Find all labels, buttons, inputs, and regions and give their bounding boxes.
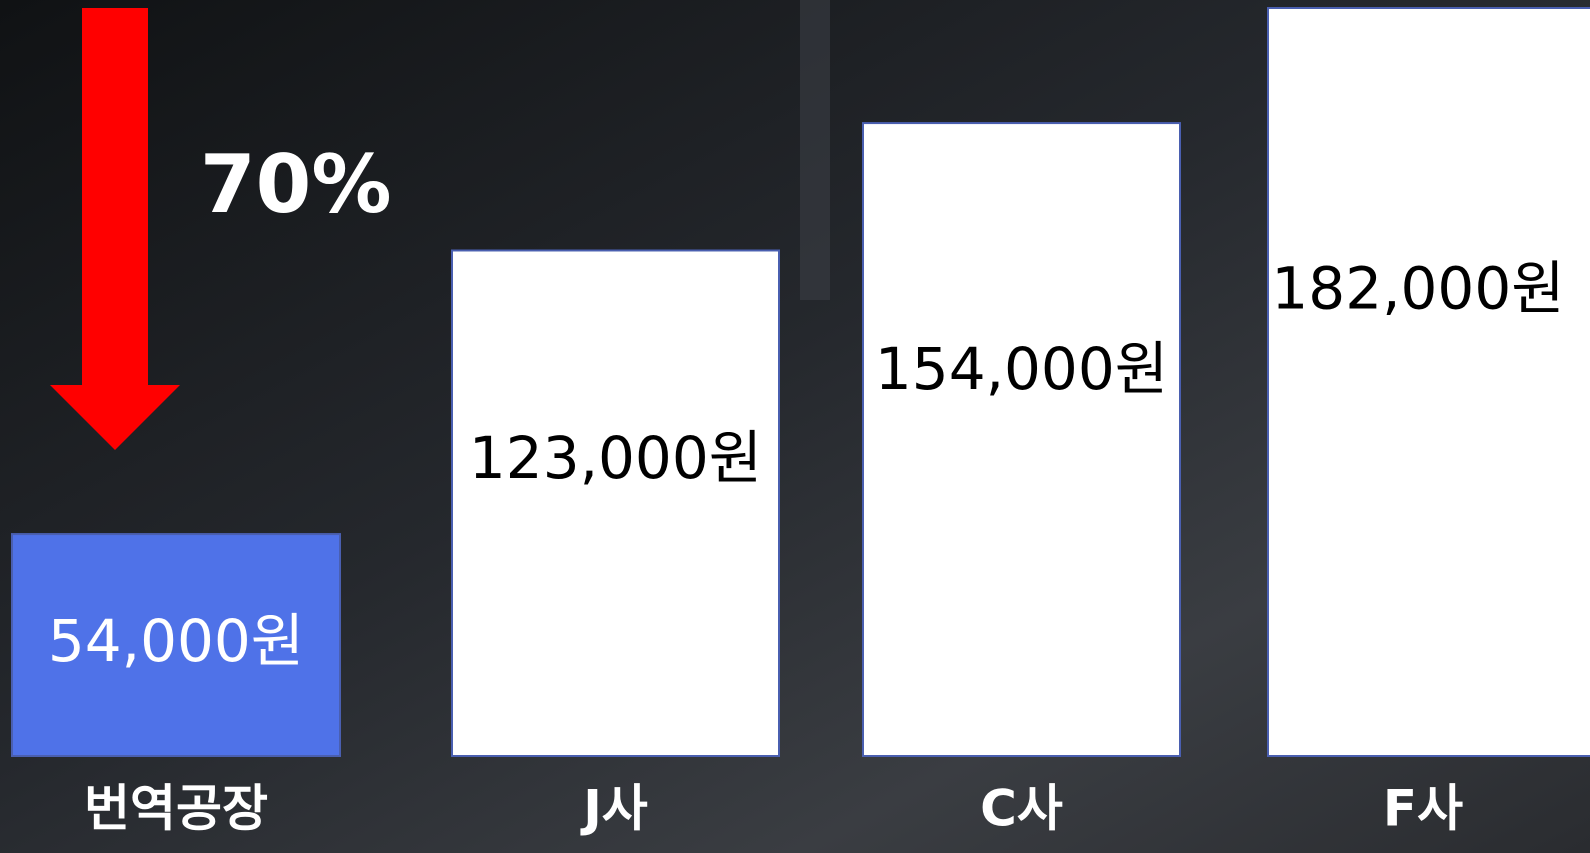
value-label: 54,000원 — [48, 607, 304, 675]
value-label: 182,000원 — [1271, 255, 1564, 323]
bar — [451, 249, 780, 757]
bar — [1267, 7, 1590, 757]
value-label: 154,000원 — [875, 335, 1168, 403]
background-detail — [800, 0, 830, 300]
bar — [862, 122, 1181, 758]
x-tick-label: 번역공장 — [84, 780, 268, 838]
bar — [11, 533, 341, 757]
x-tick-label: C사 — [980, 780, 1063, 838]
down-arrow — [50, 8, 180, 450]
x-tick-label: J사 — [580, 780, 648, 838]
x-tick-label: F사 — [1383, 780, 1463, 838]
annotation: 70% — [200, 138, 391, 231]
value-label: 123,000원 — [469, 424, 762, 492]
